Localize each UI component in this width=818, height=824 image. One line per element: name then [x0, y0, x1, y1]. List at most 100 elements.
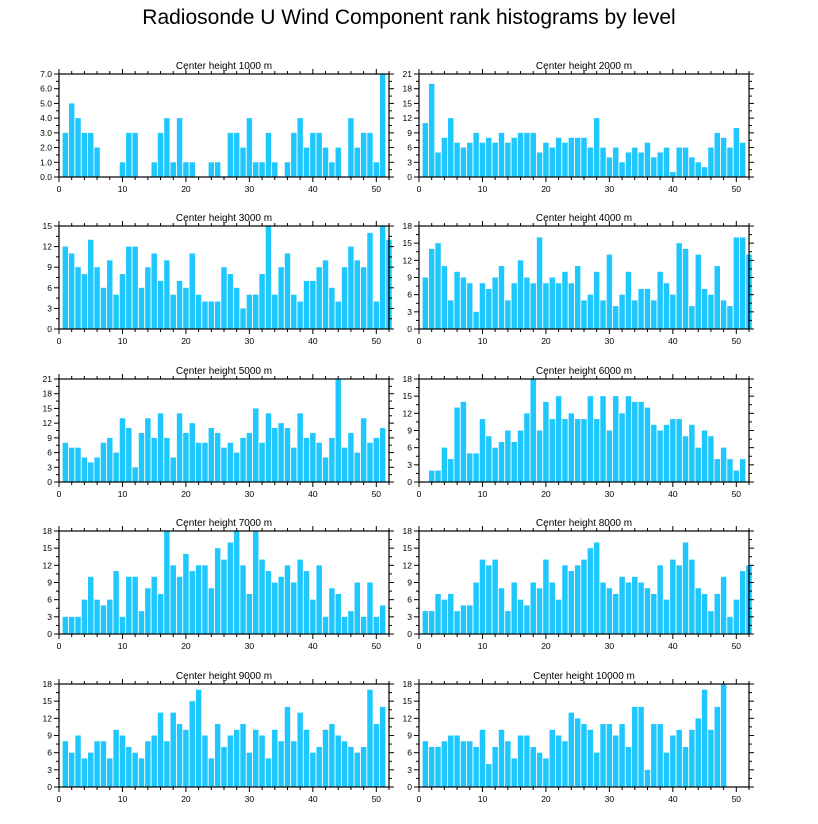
histogram-bar: [682, 147, 689, 177]
histogram-bar: [259, 274, 265, 329]
x-tick-label: 0: [417, 794, 422, 804]
histogram-bar: [151, 735, 157, 787]
histogram-bar: [498, 441, 505, 482]
histogram-bar: [663, 424, 670, 482]
histogram-bar: [670, 172, 676, 177]
y-tick-label: 9: [47, 731, 52, 741]
histogram-bar: [644, 769, 651, 787]
histogram-bar: [138, 432, 145, 482]
histogram-bar: [246, 593, 253, 634]
histogram-bar: [613, 306, 619, 329]
x-tick-label: 40: [668, 489, 678, 499]
x-tick-label: 20: [541, 641, 551, 651]
histogram-bar: [467, 453, 473, 482]
y-tick-label: 15: [403, 391, 413, 401]
histogram-bar: [574, 266, 581, 329]
histogram-bar: [701, 167, 708, 177]
x-tick-label: 10: [478, 184, 488, 194]
histogram-bar: [354, 582, 360, 634]
y-tick-label: 6: [407, 143, 412, 153]
histogram-bar: [689, 729, 695, 787]
histogram-bar: [574, 565, 581, 634]
histogram-bar: [94, 147, 100, 177]
histogram-bar: [568, 283, 575, 329]
histogram-bar: [348, 611, 354, 634]
histogram-bar: [291, 447, 297, 482]
histogram-bar: [373, 616, 380, 634]
histogram-bar: [505, 741, 511, 787]
histogram-bar: [145, 588, 151, 634]
histogram-bar: [208, 758, 215, 787]
x-tick-label: 30: [245, 336, 255, 346]
histogram-bar: [119, 735, 126, 787]
histogram-bar: [549, 582, 555, 634]
y-tick-label: 6: [407, 595, 412, 605]
histogram-bar: [202, 735, 208, 787]
y-tick-label: 3: [47, 303, 52, 313]
histogram-bar: [291, 741, 297, 787]
histogram-bar: [284, 253, 291, 329]
histogram-bar: [613, 396, 619, 482]
histogram-bar: [587, 147, 594, 177]
x-tick-label: 20: [181, 336, 191, 346]
histogram-bar: [75, 118, 81, 177]
histogram-bar: [581, 559, 587, 634]
histogram-bar: [467, 741, 473, 787]
histogram-bar: [310, 432, 316, 482]
histogram-bar: [428, 470, 435, 482]
histogram-bar: [428, 611, 435, 634]
histogram-bar: [221, 559, 227, 634]
histogram-bar: [568, 413, 575, 482]
y-tick-label: 9: [47, 578, 52, 588]
histogram-bar: [151, 253, 157, 329]
histogram-bar: [600, 724, 606, 787]
histogram-bar: [151, 437, 157, 482]
histogram-bar: [291, 582, 297, 634]
panel-title: Center height 10000 m: [533, 671, 635, 682]
histogram-bar: [651, 424, 657, 482]
histogram-bar: [170, 457, 176, 482]
histogram-bar: [448, 459, 454, 482]
x-tick-label: 50: [372, 794, 382, 804]
histogram-bar: [467, 283, 473, 329]
histogram-bar: [88, 576, 94, 634]
y-tick-label: 7.0: [40, 69, 52, 79]
histogram-bar: [88, 239, 94, 329]
histogram-bar: [132, 576, 138, 634]
histogram-bar: [530, 746, 536, 787]
x-tick-label: 40: [668, 641, 678, 651]
panel-title: Center height 3000 m: [176, 213, 272, 224]
x-tick-label: 10: [118, 336, 128, 346]
y-tick-label: 15: [403, 238, 413, 248]
histogram-bar: [682, 542, 689, 634]
y-tick-label: 3: [407, 157, 412, 167]
histogram-bar: [176, 724, 183, 787]
histogram-bar: [619, 162, 625, 177]
histogram-panel-4: Center height 4000 m 0 3 6 9 12 15 18 0 10 20 30 40 5…: [403, 213, 754, 346]
y-tick-label: 6: [407, 748, 412, 758]
histogram-bar: [524, 735, 530, 787]
histogram-bar: [119, 418, 126, 482]
x-tick-label: 20: [181, 641, 191, 651]
histogram-bar: [329, 588, 335, 634]
histogram-bar: [157, 132, 164, 177]
histogram-bar: [176, 576, 183, 634]
histogram-bar: [208, 428, 215, 482]
histogram-bar: [253, 162, 259, 177]
histogram-bar: [454, 271, 460, 329]
histogram-bar: [606, 588, 613, 634]
histogram-bar: [62, 741, 69, 787]
histogram-bar: [221, 447, 227, 482]
x-tick-label: 0: [417, 336, 422, 346]
histogram-bar: [695, 588, 701, 634]
histogram-bar: [644, 142, 651, 177]
histogram-bar: [619, 413, 625, 482]
histogram-bar: [524, 132, 530, 177]
x-tick-label: 30: [605, 336, 615, 346]
histogram-bar: [739, 142, 746, 177]
histogram-bar: [81, 274, 88, 329]
histogram-bar: [164, 531, 170, 634]
histogram-bar: [316, 132, 322, 177]
histogram-bar: [335, 147, 341, 177]
